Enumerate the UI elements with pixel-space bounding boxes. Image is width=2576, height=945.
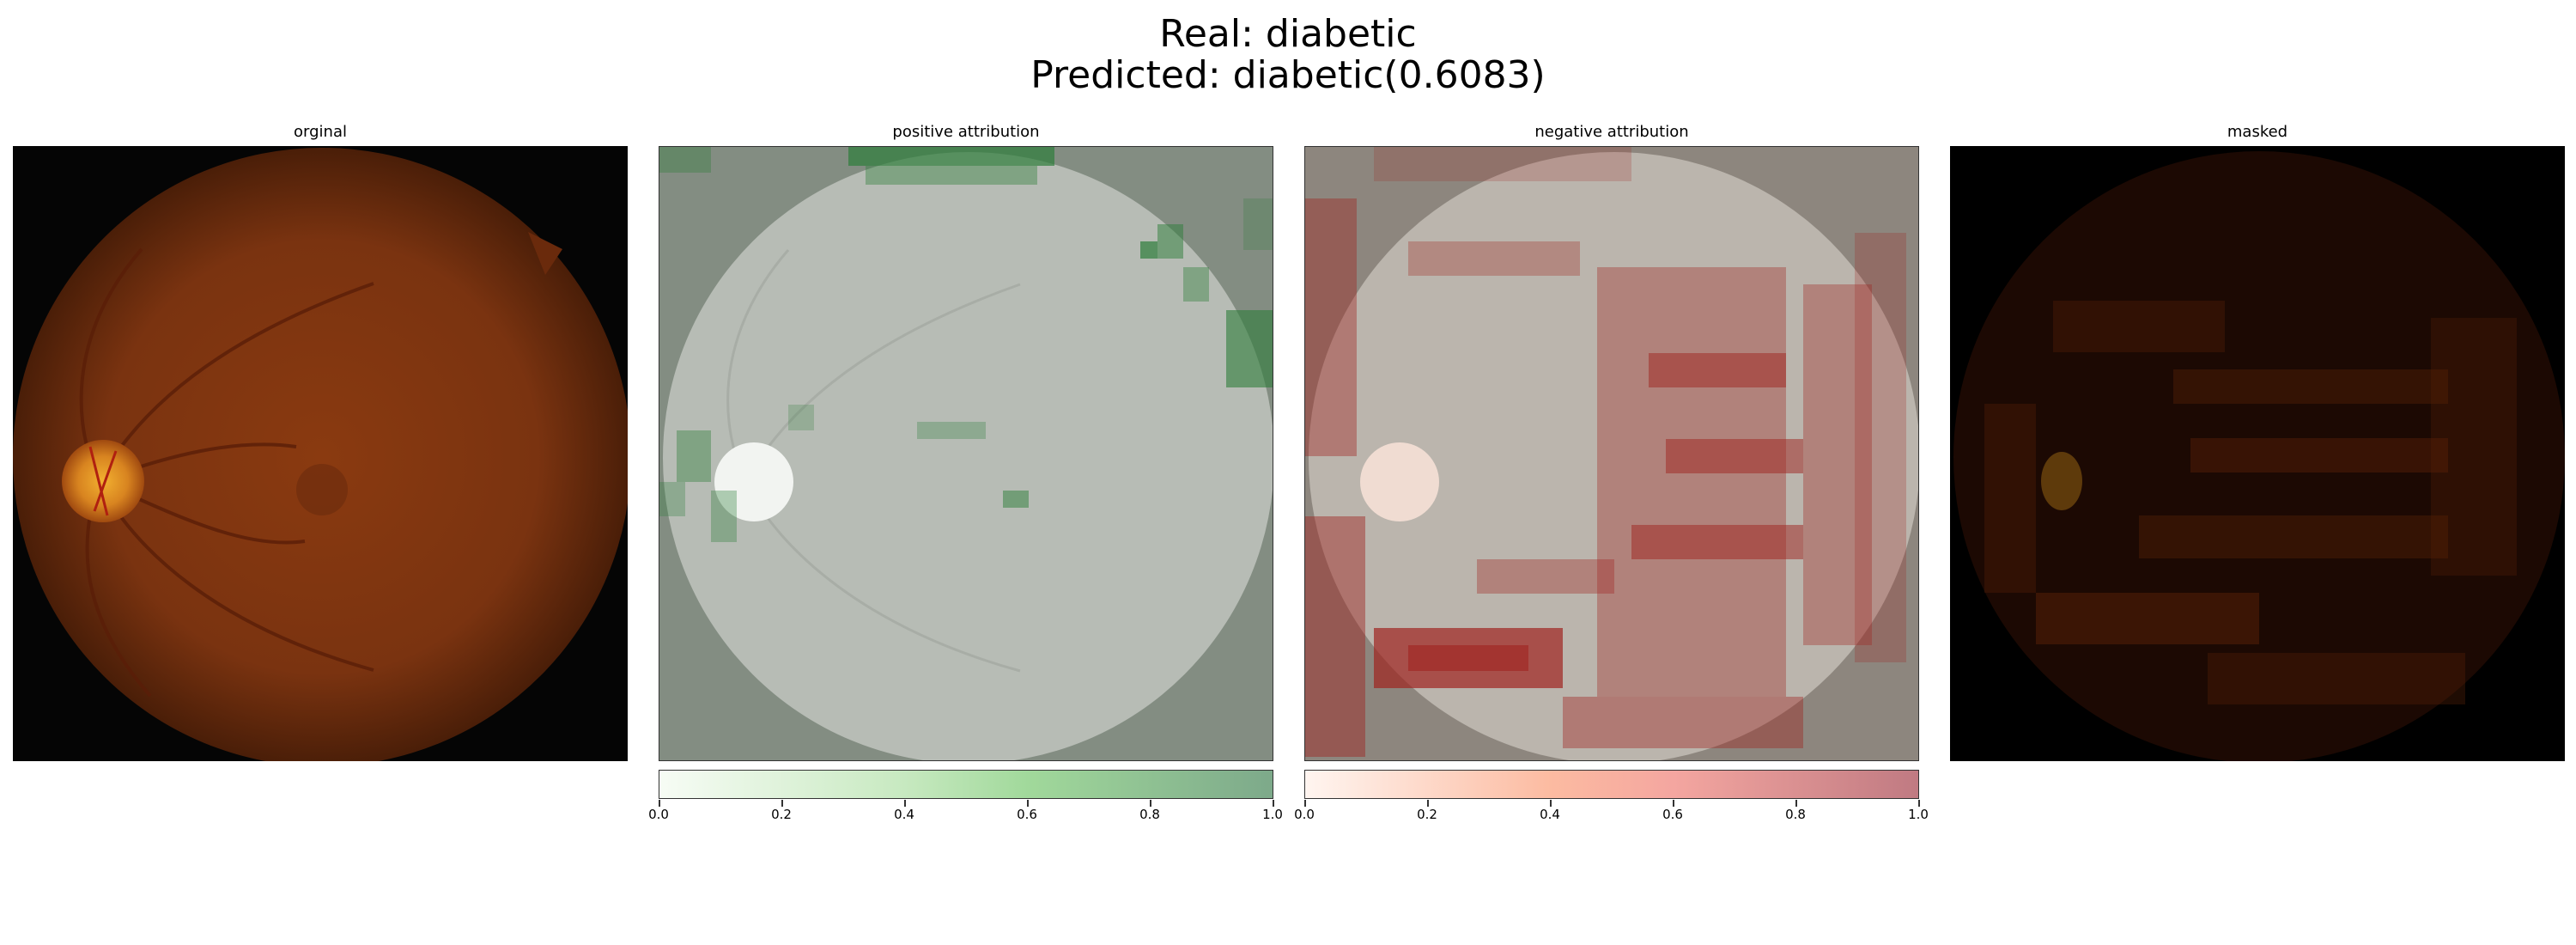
masked-image: [1950, 146, 2565, 761]
negative-tick-label: 0.0: [1294, 807, 1315, 822]
positive-tick-label: 0.6: [1017, 807, 1037, 822]
negative-tick-label: 0.4: [1540, 807, 1560, 822]
panel-title-negative: negative attribution: [1534, 123, 1689, 141]
positive-colorbar: [659, 770, 1273, 799]
negative-attribution-image: [1304, 146, 1919, 761]
negative-tick-label: 0.6: [1662, 807, 1683, 822]
positive-tick-label: 0.0: [648, 807, 669, 822]
negative-colorbar: [1304, 770, 1919, 799]
negative-tick-label: 0.8: [1785, 807, 1806, 822]
negative-tick-label: 0.2: [1417, 807, 1437, 822]
positive-attribution-image: [659, 146, 1273, 761]
figure-title-predicted: Predicted: diabetic(0.6083): [1030, 53, 1546, 97]
positive-tick-label: 1.0: [1262, 807, 1283, 822]
panel-title-positive: positive attribution: [892, 123, 1040, 141]
panel-title-masked: masked: [2227, 123, 2288, 141]
negative-tick-label: 1.0: [1908, 807, 1929, 822]
panel-title-original: orginal: [294, 123, 347, 141]
positive-tick-label: 0.4: [894, 807, 914, 822]
positive-tick-label: 0.2: [771, 807, 792, 822]
positive-tick-label: 0.8: [1139, 807, 1160, 822]
figure-title-real: Real: diabetic: [1159, 12, 1417, 56]
original-fundus-image: [13, 146, 628, 761]
